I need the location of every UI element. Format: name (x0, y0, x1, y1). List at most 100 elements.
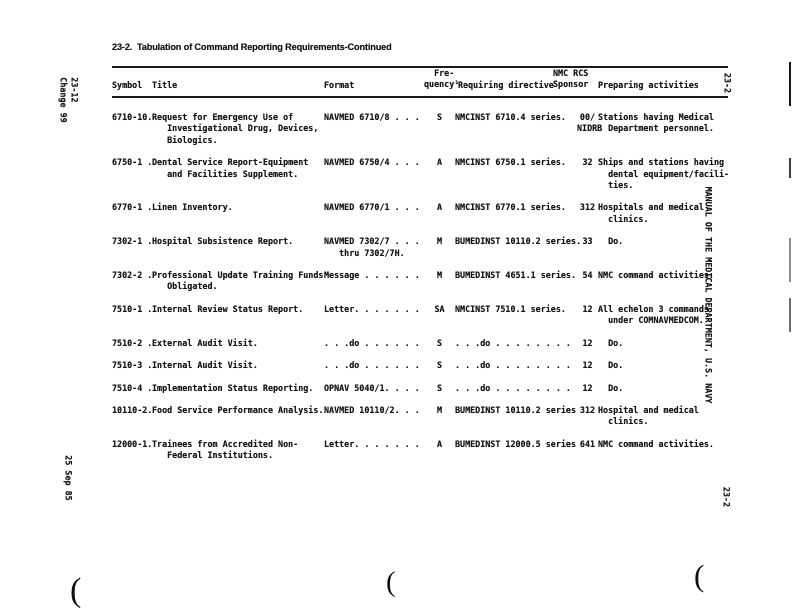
column-header-nmc-rcs-sponsor: NMC RCS Sponsor (553, 68, 589, 90)
table-row: 7510-2 . External Audit Visit. . . .do .… (112, 338, 752, 349)
cell-sponsor: 54 (582, 270, 593, 281)
cell-format: OPNAV 5040/1. . . . (324, 382, 420, 393)
cell-title: Professional Update Training Funds Oblig… (152, 270, 324, 292)
cell-sponsor: 12 (582, 382, 593, 393)
cell-frequency: A (436, 438, 443, 449)
cell-frequency: SA (434, 303, 445, 314)
cell-preparing-activities: Do. (598, 236, 624, 247)
cell-preparing-activities: Ships and stations having dental equipme… (598, 157, 730, 191)
cell-requiring-directive: . . .do . . . . . . . . (455, 382, 571, 393)
table-row: 6770-1 . Linen Inventory. NAVMED 6770/1 … (112, 202, 752, 225)
cell-symbol: 7510-4 . (112, 382, 153, 393)
cell-title: Linen Inventory. (152, 202, 233, 213)
cell-symbol: 12000-1. (112, 438, 153, 449)
cell-preparing-activities: Stations having Medical Department perso… (598, 112, 714, 134)
cell-title: Request for Emergency Use of Investigati… (152, 112, 319, 145)
table-row: 10110-2. Food Service Performance Analys… (112, 405, 752, 428)
cell-preparing-activities: All echelon 3 commands under COMNAVMEDCO… (598, 303, 709, 326)
cell-sponsor: 32 (582, 157, 593, 168)
table-row: 7510-3 . Internal Audit Visit. . . .do .… (112, 360, 752, 371)
cell-title: Hospital Subsistence Report. (152, 236, 294, 247)
table-row: 7510-1 . Internal Review Status Report. … (112, 304, 752, 327)
cell-sponsor: 12 (582, 337, 593, 348)
cell-symbol: 7302-1 . (112, 236, 153, 247)
cell-format: Letter. . . . . . . (324, 303, 420, 314)
table-row: 12000-1. Trainees from Accredited Non- F… (112, 439, 752, 462)
column-header-title: Title (152, 80, 178, 90)
cell-sponsor: 12 (582, 303, 593, 314)
cell-symbol: 7510-3 . (112, 360, 153, 371)
table-row: 7302-2 . Professional Update Training Fu… (112, 270, 752, 293)
cell-frequency: S (436, 360, 443, 371)
cell-requiring-directive: NMCINST 6750.1 series. (455, 157, 566, 168)
cell-symbol: 7302-2 . (112, 270, 153, 281)
column-header-format: Format (324, 80, 355, 90)
cell-sponsor: 00/ NIDRB (577, 112, 603, 134)
table-body: 6710-10. Request for Emergency Use of In… (112, 112, 752, 473)
cell-sponsor: 312 (579, 404, 596, 415)
table-rule-header (112, 96, 728, 98)
cell-preparing-activities: Do. (598, 337, 624, 348)
cell-format: NAVMED 6710/8 . . . (324, 112, 420, 122)
cell-title: Internal Audit Visit. (152, 360, 258, 371)
cell-symbol: 6770-1 . (112, 202, 153, 213)
cell-symbol: 6710-10. (112, 112, 153, 122)
cell-frequency: M (436, 270, 443, 281)
scan-artifact (789, 62, 791, 106)
cell-sponsor: 312 (579, 202, 596, 213)
table-row: 6710-10. Request for Emergency Use of In… (112, 112, 752, 146)
cell-frequency: A (436, 157, 443, 168)
margin-change-number: 23-12 Change 99 (58, 77, 80, 123)
cell-requiring-directive: BUMEDINST 4651.1 series. (455, 270, 577, 281)
margin-section-bottom: 23-2 (721, 486, 732, 508)
table-row: 7302-1 . Hospital Subsistence Report. NA… (112, 236, 752, 259)
cell-frequency: S (436, 382, 443, 393)
table-heading: 23-2. Tabulation of Command Reporting Re… (112, 42, 392, 52)
margin-date: 25 Sep 85 (63, 455, 74, 501)
cell-format: NAVMED 6770/1 . . . (324, 202, 420, 213)
cell-preparing-activities: Hospital and medical clinics. (598, 404, 699, 427)
cell-format: NAVMED 10110/2. . . (324, 404, 420, 415)
column-header-symbol: Symbol (112, 80, 143, 90)
cell-frequency: A (436, 202, 443, 213)
cell-frequency: S (436, 112, 443, 122)
cell-sponsor: 12 (582, 360, 593, 371)
cell-requiring-directive: BUMEDINST 12000.5 series (455, 438, 577, 449)
crop-mark-right: ( (694, 558, 705, 593)
cell-title: Internal Review Status Report. (152, 303, 304, 314)
margin-section-top: 23-2 (722, 72, 733, 94)
cell-requiring-directive: NMCINST 6710.4 series. (455, 112, 566, 122)
cell-requiring-directive: . . .do . . . . . . . . (455, 337, 571, 348)
crop-mark-center: ( (386, 566, 396, 598)
cell-title: Food Service Performance Analysis. (152, 404, 324, 415)
scan-artifact (789, 238, 791, 282)
cell-symbol: 7510-2 . (112, 337, 153, 348)
cell-preparing-activities: NMC command activities. (598, 270, 714, 281)
cell-title: Dental Service Report-Equipment and Faci… (152, 157, 309, 179)
cell-format: Message . . . . . . (324, 270, 420, 281)
cell-format: NAVMED 6750/4 . . . (324, 157, 420, 168)
crop-mark-left: ( (70, 572, 82, 609)
cell-format: . . .do . . . . . . (324, 337, 420, 348)
cell-title: Trainees from Accredited Non- Federal In… (152, 438, 299, 461)
column-header-preparing-activities: Preparing activities (598, 80, 699, 90)
cell-requiring-directive: NMCINST 7510.1 series. (455, 303, 566, 314)
table-row: 6750-1 . Dental Service Report-Equipment… (112, 157, 752, 191)
table-row: 7510-4 . Implementation Status Reporting… (112, 383, 752, 394)
cell-preparing-activities: Do. (598, 382, 624, 393)
cell-title: External Audit Visit. (152, 337, 258, 348)
column-header-frequency: Fre- quency¹ (424, 68, 460, 90)
table-rule-top (112, 66, 728, 68)
cell-frequency: M (436, 236, 443, 247)
cell-sponsor: 33 (582, 236, 593, 247)
cell-requiring-directive: BUMEDINST 10110.2 series (455, 404, 577, 415)
cell-format: . . .do . . . . . . (324, 360, 420, 371)
cell-symbol: 7510-1 . (112, 303, 153, 314)
cell-requiring-directive: NMCINST 6770.1 series. (455, 202, 566, 213)
cell-frequency: S (436, 337, 443, 348)
cell-requiring-directive: . . .do . . . . . . . . (455, 360, 571, 371)
cell-preparing-activities: NMC command activities. (598, 438, 714, 449)
cell-sponsor: 641 (579, 438, 596, 449)
cell-title: Implementation Status Reporting. (152, 382, 314, 393)
